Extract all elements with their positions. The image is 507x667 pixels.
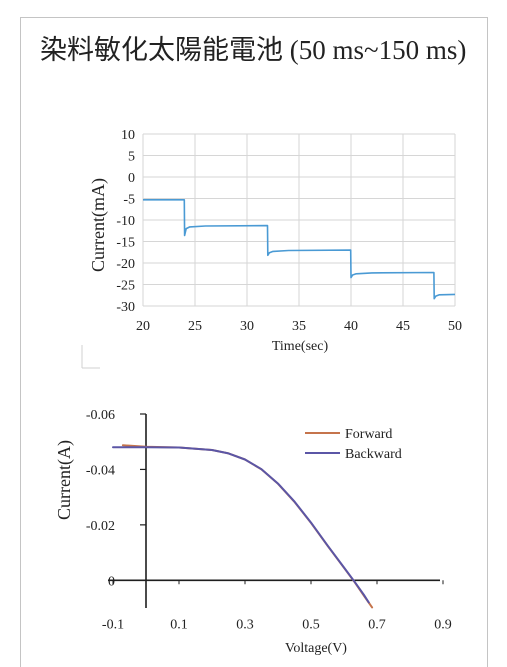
chart1-y-axis-title: Current(mA): [88, 178, 109, 272]
x-tick-label: 30: [240, 319, 254, 334]
current-voltage-chart: -0.06 -0.04 -0.02 0 -0.1 0.1 0.3 0.5 0.7 0.9 Forw…: [54, 408, 452, 656]
chart2-y-axis-title: Current(A): [54, 440, 75, 520]
x-tick-label: 0.5: [302, 617, 320, 632]
y-tick-label: -30: [116, 300, 135, 315]
chart1-x-axis-title: Time(sec): [272, 339, 329, 354]
chart2-tick-labels: -0.06 -0.04 -0.02 0 -0.1 0.1 0.3 0.5 0.7 0.9: [86, 408, 452, 632]
corner-mark: [81, 345, 100, 369]
y-tick-label: -20: [116, 257, 135, 272]
chart2-axes: [108, 413, 444, 608]
backward-series-line: [112, 446, 370, 604]
x-tick-label: 0.9: [434, 617, 452, 632]
y-tick-label: -25: [116, 279, 135, 294]
x-tick-label: 45: [396, 319, 410, 334]
y-tick-label: -0.06: [86, 408, 115, 423]
slide-frame: [20, 17, 488, 667]
y-tick-label: -0.04: [86, 463, 115, 478]
legend-backward-label: Backward: [345, 447, 402, 462]
chart2-x-axis-title: Voltage(V): [285, 641, 347, 656]
current-series-line: [143, 199, 456, 300]
x-tick-label: 25: [188, 319, 202, 334]
y-tick-label: 0: [128, 171, 135, 186]
y-tick-label: -0.02: [86, 519, 115, 534]
chart2-series: [112, 444, 374, 609]
x-tick-label: 0.3: [236, 617, 254, 632]
y-tick-label: -15: [116, 236, 135, 251]
x-tick-label: 0.1: [170, 617, 188, 632]
slide-title: 染料敏化太陽能電池 (50 ms~150 ms): [40, 35, 467, 65]
chart1-grid: [142, 133, 456, 307]
y-tick-label: -10: [116, 214, 135, 229]
y-tick-label: -5: [123, 193, 135, 208]
x-tick-label: -0.1: [102, 617, 124, 632]
chart1-series: [143, 199, 456, 300]
x-tick-label: 0.7: [368, 617, 386, 632]
forward-series-line: [121, 444, 374, 609]
x-tick-label: 40: [344, 319, 358, 334]
chart2-legend: Forward Backward: [305, 427, 402, 462]
legend-forward-label: Forward: [345, 427, 392, 442]
y-tick-label: 10: [121, 128, 135, 143]
x-tick-label: 20: [136, 319, 150, 334]
y-tick-label: 0: [108, 574, 115, 589]
x-tick-label: 35: [292, 319, 306, 334]
x-tick-label: 50: [448, 319, 462, 334]
y-tick-label: 5: [128, 150, 135, 165]
